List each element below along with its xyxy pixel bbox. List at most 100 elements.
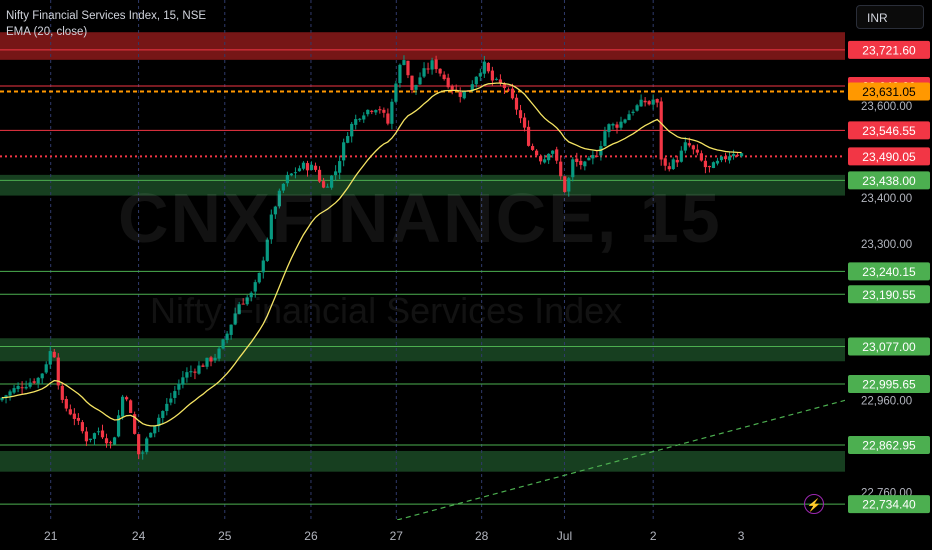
candle-body[interactable] xyxy=(486,62,490,72)
candle-body[interactable] xyxy=(711,162,716,169)
candle-body[interactable] xyxy=(370,110,374,112)
candle-body[interactable] xyxy=(285,175,289,184)
candle-body[interactable] xyxy=(125,397,129,400)
candle-body[interactable] xyxy=(470,84,474,92)
candle-body[interactable] xyxy=(735,154,740,156)
candle-body[interactable] xyxy=(281,183,285,191)
candle-body[interactable] xyxy=(490,70,494,81)
currency-button[interactable]: INR xyxy=(856,5,924,29)
candle-body[interactable] xyxy=(579,160,583,165)
candle-body[interactable] xyxy=(442,74,446,80)
candle-body[interactable] xyxy=(551,150,555,154)
candle-body[interactable] xyxy=(116,415,121,437)
candle-body[interactable] xyxy=(418,77,422,85)
candle-body[interactable] xyxy=(48,351,52,365)
candle-body[interactable] xyxy=(422,68,426,77)
indicator-legend[interactable]: EMA (20, close) xyxy=(6,26,88,38)
candle-body[interactable] xyxy=(547,153,551,161)
candle-body[interactable] xyxy=(627,114,631,121)
candle-body[interactable] xyxy=(667,166,671,170)
candle-body[interactable] xyxy=(679,150,683,162)
candle-body[interactable] xyxy=(530,146,535,150)
candle-body[interactable] xyxy=(249,292,253,298)
candle-body[interactable] xyxy=(502,84,507,89)
candle-body[interactable] xyxy=(358,118,362,120)
candle-body[interactable] xyxy=(651,99,655,105)
candle-body[interactable] xyxy=(237,304,241,315)
candle-body[interactable] xyxy=(703,160,708,168)
candle-body[interactable] xyxy=(92,433,97,439)
candle-body[interactable] xyxy=(482,61,486,74)
candle-body[interactable] xyxy=(362,115,366,120)
candle-body[interactable] xyxy=(462,91,466,99)
candle-body[interactable] xyxy=(112,437,117,445)
candle-body[interactable] xyxy=(374,110,378,113)
candle-body[interactable] xyxy=(221,339,225,349)
candle-body[interactable] xyxy=(346,136,350,143)
lightning-icon[interactable]: ⚡ xyxy=(804,494,824,514)
candle-body[interactable] xyxy=(68,409,72,415)
candle-body[interactable] xyxy=(245,297,249,305)
candle-body[interactable] xyxy=(386,113,390,124)
candle-body[interactable] xyxy=(595,155,599,157)
candle-body[interactable] xyxy=(498,79,503,84)
candle-body[interactable] xyxy=(173,391,177,398)
candle-body[interactable] xyxy=(687,143,691,146)
candle-body[interactable] xyxy=(543,159,547,163)
candle-body[interactable] xyxy=(330,175,334,188)
candle-body[interactable] xyxy=(241,303,245,305)
candle-body[interactable] xyxy=(631,111,635,113)
candle-body[interactable] xyxy=(691,145,695,150)
candle-body[interactable] xyxy=(406,60,410,76)
candle-body[interactable] xyxy=(64,398,68,409)
candle-body[interactable] xyxy=(583,161,587,167)
candle-body[interactable] xyxy=(563,176,567,192)
candle-body[interactable] xyxy=(20,387,24,389)
candle-body[interactable] xyxy=(727,156,732,161)
candle-body[interactable] xyxy=(309,164,314,171)
candle-body[interactable] xyxy=(165,403,169,412)
candle-body[interactable] xyxy=(104,438,109,444)
candle-body[interactable] xyxy=(253,282,257,292)
candle-body[interactable] xyxy=(181,377,185,385)
candle-body[interactable] xyxy=(233,313,237,325)
candle-body[interactable] xyxy=(24,386,28,389)
candle-body[interactable] xyxy=(522,117,527,128)
candle-body[interactable] xyxy=(539,156,543,162)
candle-body[interactable] xyxy=(639,99,643,107)
candle-body[interactable] xyxy=(555,149,559,161)
candle-body[interactable] xyxy=(426,68,430,70)
candle-body[interactable] xyxy=(96,431,101,433)
candle-body[interactable] xyxy=(707,165,712,168)
candle-body[interactable] xyxy=(28,382,32,387)
candle-body[interactable] xyxy=(619,121,623,128)
candle-body[interactable] xyxy=(40,373,44,379)
candle-body[interactable] xyxy=(719,156,724,161)
candle-body[interactable] xyxy=(133,414,137,434)
candle-body[interactable] xyxy=(193,371,197,373)
candle-body[interactable] xyxy=(108,442,113,444)
candle-body[interactable] xyxy=(153,425,157,434)
candle-body[interactable] xyxy=(225,333,229,341)
candle-body[interactable] xyxy=(567,178,571,192)
candle-body[interactable] xyxy=(715,160,720,164)
candle-body[interactable] xyxy=(494,78,499,80)
candle-body[interactable] xyxy=(526,126,531,146)
candle-body[interactable] xyxy=(575,158,579,162)
candle-body[interactable] xyxy=(438,68,442,74)
candle-body[interactable] xyxy=(76,417,80,421)
candle-body[interactable] xyxy=(297,168,302,172)
candle-body[interactable] xyxy=(611,123,615,126)
candle-body[interactable] xyxy=(8,391,12,396)
candle-body[interactable] xyxy=(675,159,679,163)
candle-body[interactable] xyxy=(273,206,277,215)
candle-body[interactable] xyxy=(321,181,326,188)
candle-body[interactable] xyxy=(257,272,261,283)
candle-body[interactable] xyxy=(591,155,595,159)
candle-body[interactable] xyxy=(120,396,125,417)
candle-body[interactable] xyxy=(478,73,482,77)
candle-body[interactable] xyxy=(44,364,48,373)
candle-body[interactable] xyxy=(301,162,306,169)
candle-body[interactable] xyxy=(623,119,627,123)
